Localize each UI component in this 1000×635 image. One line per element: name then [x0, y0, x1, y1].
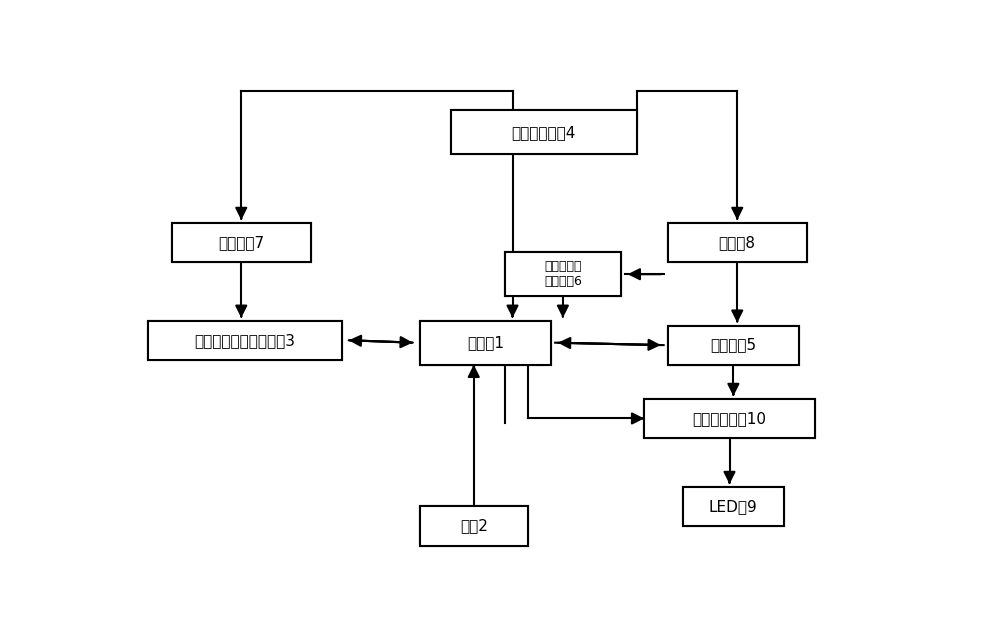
Text: 太阳能板7: 太阳能板7 — [218, 235, 264, 250]
Bar — [668, 223, 807, 262]
Bar — [668, 326, 799, 364]
Text: LED灯9: LED灯9 — [709, 499, 758, 514]
Bar — [683, 487, 784, 526]
Text: 太阳能板7: 太阳能板7 — [218, 235, 264, 250]
Bar — [450, 110, 637, 154]
Bar — [420, 507, 528, 545]
Bar — [668, 326, 799, 364]
Text: 充电控制电路4: 充电控制电路4 — [511, 125, 576, 140]
Text: 蓄电池8: 蓄电池8 — [719, 235, 756, 250]
Text: 蓄电池电压
检测电路6: 蓄电池电压 检测电路6 — [544, 260, 582, 288]
Text: 蓄电池8: 蓄电池8 — [719, 235, 756, 250]
Text: 太阳能板电源检测模块3: 太阳能板电源检测模块3 — [195, 333, 296, 348]
Bar — [505, 252, 621, 297]
Bar — [148, 321, 342, 360]
Text: 单片机1: 单片机1 — [467, 335, 504, 350]
Text: 蓄电池电压
检测电路6: 蓄电池电压 检测电路6 — [544, 260, 582, 288]
Bar — [644, 399, 815, 438]
Bar — [420, 321, 551, 364]
Bar — [505, 252, 621, 297]
Bar — [172, 223, 311, 262]
Bar — [148, 321, 342, 360]
Bar — [644, 399, 815, 438]
Text: LED灯9: LED灯9 — [709, 499, 758, 514]
Bar — [420, 321, 551, 364]
Bar — [683, 487, 784, 526]
Text: 充电控制电路4: 充电控制电路4 — [511, 125, 576, 140]
Text: 恒流侦测模块10: 恒流侦测模块10 — [692, 411, 767, 426]
Bar — [450, 110, 637, 154]
Bar — [172, 223, 311, 262]
Text: 调功电路5: 调功电路5 — [710, 338, 756, 352]
Bar — [668, 223, 807, 262]
Text: 调功电路5: 调功电路5 — [710, 338, 756, 352]
Text: 电源2: 电源2 — [460, 519, 488, 533]
Text: 太阳能板电源检测模块3: 太阳能板电源检测模块3 — [195, 333, 296, 348]
Bar — [420, 507, 528, 545]
Text: 恒流侦测模块10: 恒流侦测模块10 — [692, 411, 767, 426]
Text: 电源2: 电源2 — [460, 519, 488, 533]
Text: 单片机1: 单片机1 — [467, 335, 504, 350]
